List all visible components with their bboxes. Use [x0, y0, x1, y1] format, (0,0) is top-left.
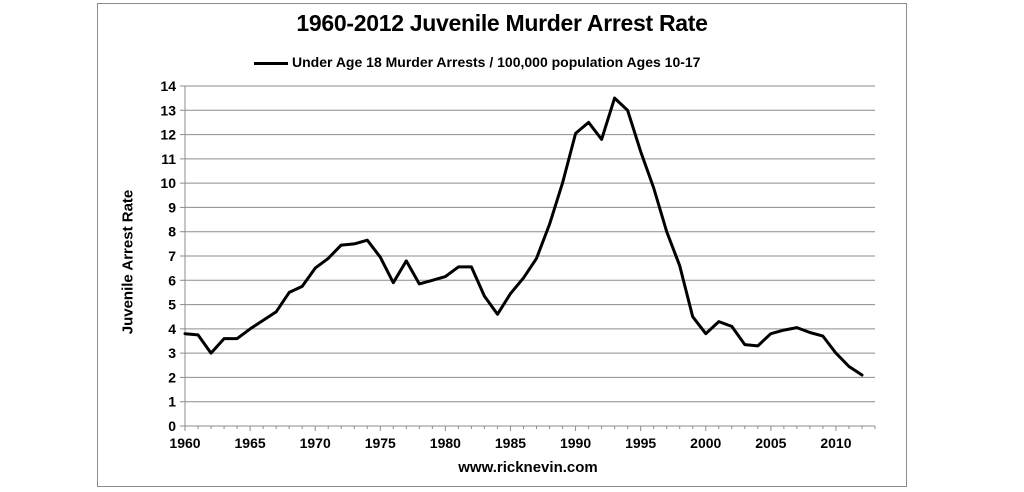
x-tick-label-1980: 1980: [430, 435, 461, 451]
y-tick-label-0: 0: [168, 418, 176, 434]
x-tick-label-2010: 2010: [820, 435, 851, 451]
x-tick-label-1995: 1995: [625, 435, 656, 451]
chart-title: 1960-2012 Juvenile Murder Arrest Rate: [296, 10, 708, 36]
y-tick-label-1: 1: [168, 394, 176, 410]
y-tick-label-7: 7: [168, 248, 176, 264]
y-tick-label-9: 9: [168, 199, 176, 215]
y-tick-label-6: 6: [168, 272, 176, 288]
x-tick-label-1985: 1985: [495, 435, 526, 451]
x-tick-label-2005: 2005: [755, 435, 786, 451]
legend-label: Under Age 18 Murder Arrests / 100,000 po…: [292, 54, 701, 70]
legend: Under Age 18 Murder Arrests / 100,000 po…: [230, 52, 830, 74]
y-tick-label-5: 5: [168, 297, 176, 313]
y-tick-label-13: 13: [160, 102, 176, 118]
y-tick-label-12: 12: [160, 127, 176, 143]
x-tick-label-1990: 1990: [560, 435, 591, 451]
y-tick-label-8: 8: [168, 224, 176, 240]
legend-line-swatch: [254, 62, 288, 65]
y-tick-label-14: 14: [160, 78, 176, 94]
x-tick-label-1965: 1965: [235, 435, 266, 451]
y-tick-label-11: 11: [161, 151, 176, 167]
y-tick-label-4: 4: [168, 321, 176, 337]
x-tick-label-1960: 1960: [169, 435, 200, 451]
x-tick-label-1975: 1975: [365, 435, 396, 451]
source-note: www.ricknevin.com: [458, 459, 598, 476]
y-tick-label-3: 3: [168, 345, 176, 361]
series-line-0: [183, 96, 864, 377]
x-tick-label-1970: 1970: [300, 435, 331, 451]
y-tick-label-10: 10: [160, 175, 176, 191]
chart-frame: [97, 3, 907, 487]
x-tick-label-2000: 2000: [690, 435, 721, 451]
y-tick-label-2: 2: [168, 369, 176, 385]
